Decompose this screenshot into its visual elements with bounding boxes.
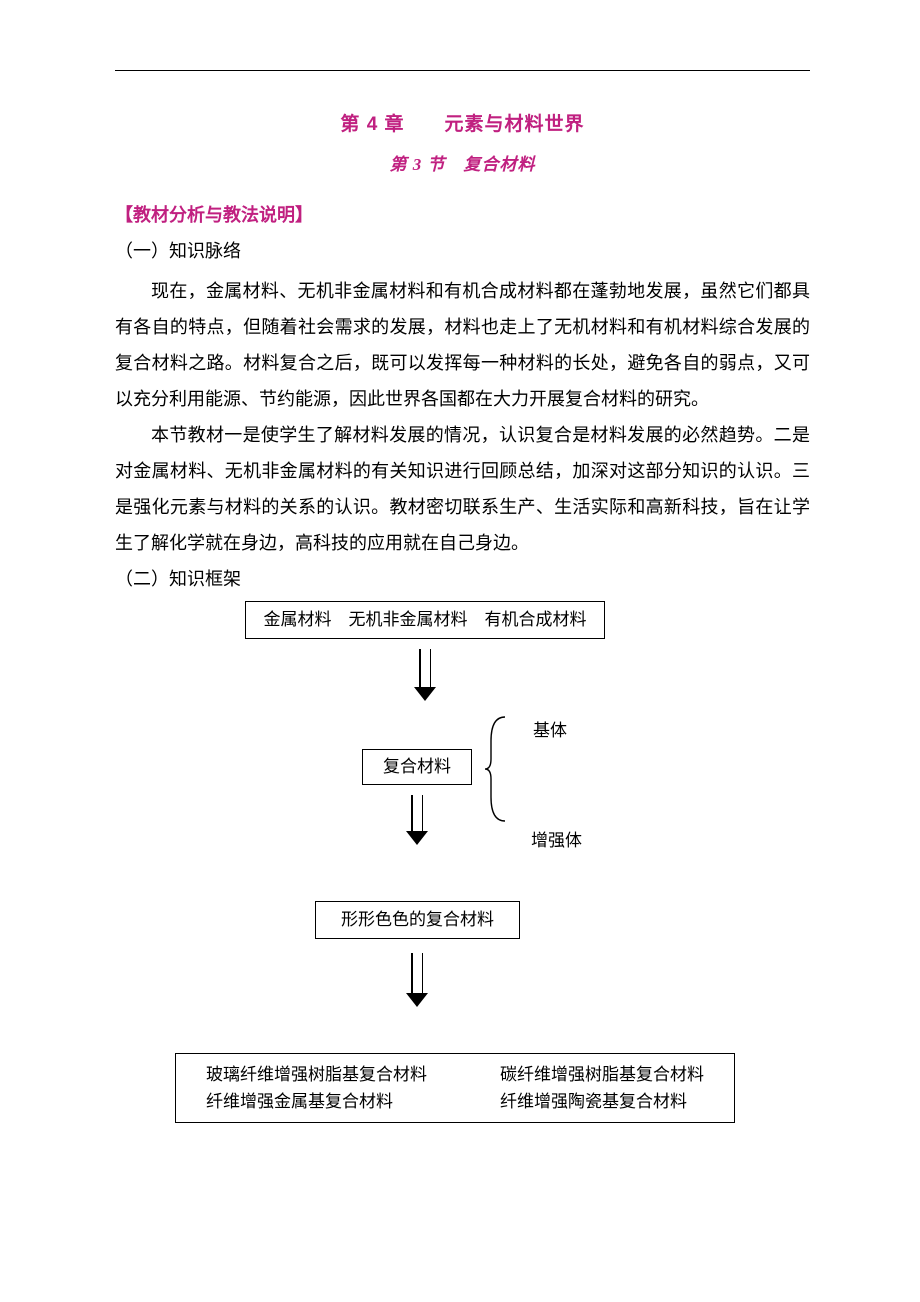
- subhead-2: （二）知识框架: [115, 561, 810, 597]
- chapter-title: 第 4 章 元素与材料世界: [115, 109, 810, 136]
- arrow-2: [405, 795, 429, 845]
- arrow-3: [405, 953, 429, 1009]
- paragraph-2: 本节教材一是使学生了解材料发展的情况，认识复合是材料发展的必然趋势。二是对金属材…: [115, 417, 810, 561]
- bottom-col-left: 玻璃纤维增强树脂基复合材料 纤维增强金属基复合材料: [206, 1061, 427, 1115]
- subhead-1: （一）知识脉络: [115, 233, 810, 269]
- top-rule: [115, 70, 810, 71]
- bottom-left-2: 纤维增强金属基复合材料: [206, 1092, 393, 1111]
- knowledge-framework-diagram: 金属材料 无机非金属材料 有机合成材料 复合材料 基体 增强体 形形色色的复合材…: [115, 601, 815, 1171]
- bottom-right-2: 纤维增强陶瓷基复合材料: [500, 1092, 687, 1111]
- section-title: 第 3 节 复合材料: [115, 150, 810, 175]
- brace-icon: [483, 713, 513, 825]
- diagram-top-box: 金属材料 无机非金属材料 有机合成材料: [245, 601, 605, 639]
- arrow-1: [413, 649, 437, 701]
- diagram-bottom-box: 玻璃纤维增强树脂基复合材料 纤维增强金属基复合材料 碳纤维增强树脂基复合材料 纤…: [175, 1053, 735, 1123]
- diagram-mid-box: 复合材料: [362, 749, 472, 785]
- label-zengqiangti: 增强体: [531, 826, 582, 851]
- paragraph-1: 现在，金属材料、无机非金属材料和有机合成材料都在蓬勃地发展，虽然它们都具有各自的…: [115, 273, 810, 417]
- diagram-shapes-box: 形形色色的复合材料: [315, 901, 520, 939]
- bottom-col-right: 碳纤维增强树脂基复合材料 纤维增强陶瓷基复合材料: [500, 1061, 704, 1115]
- bottom-right-1: 碳纤维增强树脂基复合材料: [500, 1065, 704, 1084]
- label-jiti: 基体: [533, 716, 567, 741]
- bottom-left-1: 玻璃纤维增强树脂基复合材料: [206, 1065, 427, 1084]
- analysis-heading: 【教材分析与教法说明】: [115, 201, 810, 227]
- document-page: 第 4 章 元素与材料世界 第 3 节 复合材料 【教材分析与教法说明】 （一）…: [0, 0, 920, 1302]
